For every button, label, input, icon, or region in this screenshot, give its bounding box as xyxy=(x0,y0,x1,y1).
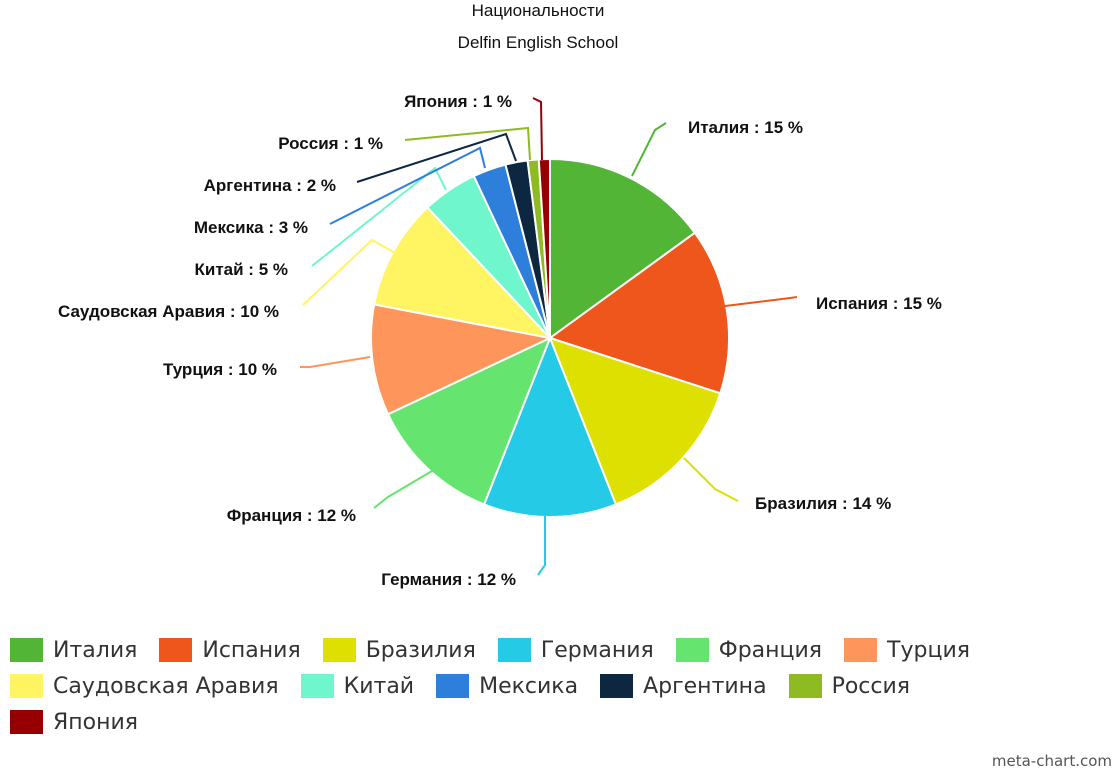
pie-slice-11 xyxy=(537,157,551,339)
leader-line-8 xyxy=(329,146,486,225)
legend-swatch-6 xyxy=(10,674,43,698)
legend-swatch-3 xyxy=(497,638,531,662)
legend-item-11: Япония xyxy=(10,710,138,735)
slice-label-9: Аргентина : 2 % xyxy=(204,176,336,195)
legend-swatch-9 xyxy=(600,674,634,698)
legend-item-8: Мексика xyxy=(436,674,578,699)
slice-label-4: Франция : 12 % xyxy=(227,506,356,525)
legend-swatch-4 xyxy=(675,638,709,662)
legend-label-4: Франция xyxy=(718,637,823,663)
legend-label-9: Аргентина xyxy=(643,673,767,699)
leader-line-6 xyxy=(302,238,396,306)
leader-line-2 xyxy=(683,457,739,502)
legend-item-6: Саудовская Аравия xyxy=(10,674,279,699)
legend-item-2: Бразилия xyxy=(322,637,476,663)
legend-swatch-2 xyxy=(322,638,356,662)
slice-label-7: Китай : 5 % xyxy=(195,260,288,279)
legend-item-5: Турция xyxy=(844,638,970,663)
slice-label-8: Мексика : 3 % xyxy=(194,218,308,237)
leader-line-7 xyxy=(311,166,447,267)
slice-label-1: Испания : 15 % xyxy=(816,294,942,313)
pie-chart: Национальности Delfin English School Ита… xyxy=(58,1,942,589)
legend-item-9: Аргентина xyxy=(600,673,767,699)
slice-label-6: Саудовская Аравия : 10 % xyxy=(58,302,279,321)
pie-slice-1 xyxy=(547,231,730,395)
slice-label-0: Италия : 15 % xyxy=(688,118,803,137)
legend-label-2: Бразилия xyxy=(365,637,476,663)
chart-subtitle: Delfin English School xyxy=(458,33,619,52)
pie-slice-5 xyxy=(370,303,554,416)
legend-swatch-0 xyxy=(10,638,43,662)
legend-label-5: Турция xyxy=(887,637,970,663)
leader-line-5 xyxy=(300,356,371,368)
leader-line-1 xyxy=(724,296,798,307)
legend-swatch-7 xyxy=(300,674,334,698)
leader-line-3 xyxy=(537,516,546,576)
slice-label-11: Япония : 1 % xyxy=(404,92,512,111)
pie-slice-0 xyxy=(549,157,697,340)
leader-line-9 xyxy=(356,132,517,183)
pie-slice-3 xyxy=(482,335,618,518)
legend: Италия Испания Бразилия Германия Франция Турц… xyxy=(10,632,1110,740)
legend-label-11: Япония xyxy=(53,709,139,735)
leader-line-11 xyxy=(532,97,543,161)
slice-label-5: Турция : 10 % xyxy=(163,360,277,379)
leader-line-10 xyxy=(404,126,531,161)
legend-item-1: Испания xyxy=(159,637,301,663)
legend-label-10: Россия xyxy=(831,673,911,699)
legend-swatch-11 xyxy=(10,710,43,734)
legend-item-3: Германия xyxy=(497,637,654,663)
leader-line-4 xyxy=(373,470,433,509)
legend-label-3: Германия xyxy=(540,637,654,663)
legend-swatch-10 xyxy=(788,674,822,698)
chart-title: Национальности xyxy=(472,1,605,20)
legend-label-7: Китай xyxy=(343,673,415,699)
legend-item-7: Китай xyxy=(300,673,415,699)
legend-item-10: Россия xyxy=(788,673,911,699)
watermark: meta-chart.com xyxy=(991,752,1112,770)
legend-label-1: Испания xyxy=(202,637,301,663)
legend-swatch-1 xyxy=(159,638,193,662)
leader-line-0 xyxy=(631,122,667,177)
legend-item-4: Франция xyxy=(675,637,823,663)
slice-label-3: Германия : 12 % xyxy=(381,570,516,589)
slice-label-2: Бразилия : 14 % xyxy=(755,494,891,513)
legend-swatch-8 xyxy=(436,674,470,698)
slice-label-10: Россия : 1 % xyxy=(278,134,383,153)
legend-label-8: Мексика xyxy=(479,673,579,699)
legend-item-0: Италия xyxy=(10,638,137,663)
pie-slice-2 xyxy=(548,336,722,506)
legend-label-0: Италия xyxy=(53,637,138,663)
legend-label-6: Саудовская Аравия xyxy=(53,673,279,699)
legend-swatch-5 xyxy=(844,638,878,662)
pie-slice-4 xyxy=(386,336,552,506)
